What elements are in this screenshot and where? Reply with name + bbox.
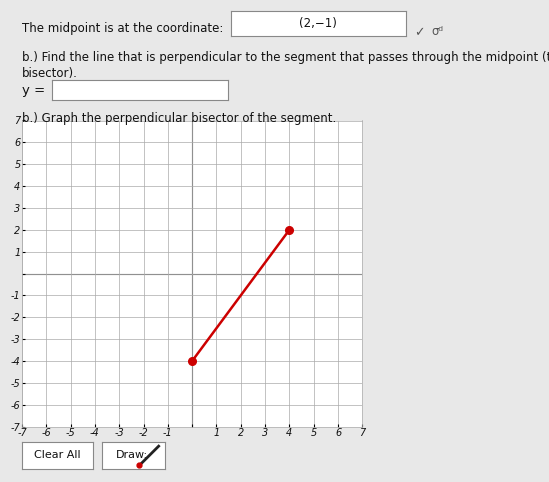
Text: σᵈ: σᵈ xyxy=(431,25,443,38)
Text: bisector).: bisector). xyxy=(22,67,78,80)
Text: b.) Graph the perpendicular bisector of the segment.: b.) Graph the perpendicular bisector of … xyxy=(22,112,336,125)
Text: (2,−1): (2,−1) xyxy=(300,17,337,30)
Text: Clear All: Clear All xyxy=(35,450,81,460)
Text: y =: y = xyxy=(22,84,45,97)
Text: ✓: ✓ xyxy=(414,27,425,40)
Text: b.) Find the line that is perpendicular to the segment that passes through the m: b.) Find the line that is perpendicular … xyxy=(22,51,549,64)
Text: Draw:: Draw: xyxy=(115,450,148,460)
Text: The midpoint is at the coordinate:: The midpoint is at the coordinate: xyxy=(22,22,223,35)
